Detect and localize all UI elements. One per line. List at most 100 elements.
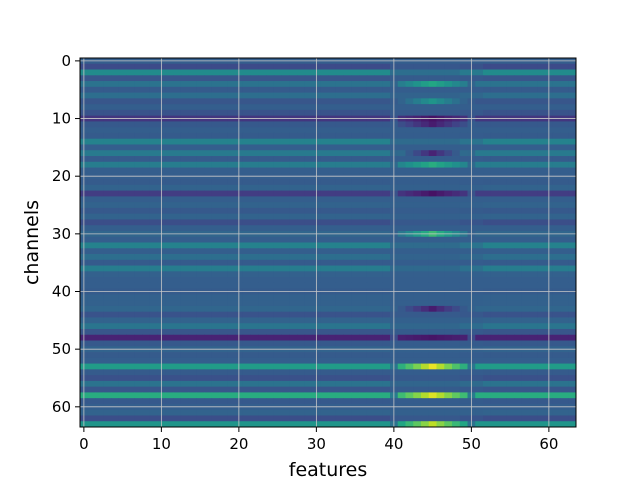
heatmap-cell [382,282,391,290]
heatmap-cell [103,207,112,215]
heatmap-cell [304,375,313,382]
heatmap-cell [87,375,96,382]
heatmap-cell [428,375,437,382]
heatmap-cell [250,150,259,157]
heatmap-cell [250,127,259,134]
heatmap-cell [273,305,282,313]
heatmap-cell [149,132,158,140]
heatmap-cell [335,271,344,278]
heatmap-cell [281,144,290,151]
heatmap-cell [343,300,352,307]
heatmap-cell [250,92,259,99]
heatmap-cell [475,81,484,88]
heatmap-cell [560,340,569,347]
heatmap-cell [111,138,120,145]
heatmap-cell [304,190,313,197]
heatmap-cell [196,150,205,157]
heatmap-cell [134,98,143,105]
heatmap-cell [444,375,453,382]
heatmap-cell [568,138,577,145]
heatmap-cell [428,357,437,364]
heatmap-cell [351,104,360,111]
heatmap-cell [359,380,368,388]
heatmap-cell [242,357,251,364]
heatmap-cell [281,156,290,163]
heatmap-cell [351,386,360,393]
heatmap-cell [452,150,461,157]
heatmap-cell [428,398,437,405]
heatmap-cell [180,421,189,428]
heatmap-cell [111,92,120,99]
heatmap-cell [87,144,96,151]
heatmap-cell [111,86,120,93]
x-tick-label: 10 [152,435,171,453]
heatmap-cell [118,380,127,388]
heatmap-cell [359,132,368,140]
heatmap-cell [281,357,290,364]
heatmap-cell [258,179,267,186]
heatmap-cell [335,63,344,70]
heatmap-cell [328,242,337,249]
heatmap-cell [227,363,236,370]
heatmap-cell [95,63,104,70]
heatmap-cell [483,127,492,134]
heatmap-cell [529,328,538,336]
heatmap-cell [568,75,577,82]
heatmap-cell [165,409,174,416]
heatmap-cell [428,179,437,186]
heatmap-cell [320,380,329,388]
heatmap-cell [405,277,414,284]
heatmap-cell [436,127,445,134]
heatmap-cell [483,132,492,140]
heatmap-cell [366,259,375,266]
heatmap-cell [204,248,213,255]
heatmap-cell [483,248,492,255]
heatmap-cell [351,86,360,93]
heatmap-cell [242,392,251,399]
heatmap-cell [335,242,344,249]
heatmap-cell [258,109,267,117]
heatmap-cell [258,352,267,359]
heatmap-cell [452,109,461,117]
heatmap-cell [142,277,151,284]
heatmap-cell [111,132,120,140]
heatmap-cell [444,254,453,261]
heatmap-cell [343,196,352,203]
heatmap-cell [459,271,468,278]
heatmap-cell [196,69,205,76]
heatmap-cell [304,300,313,307]
heatmap-cell [552,207,561,215]
heatmap-cell [552,323,561,330]
heatmap-cell [142,92,151,99]
heatmap-cell [173,317,182,324]
heatmap-cell [452,86,461,93]
heatmap-cell [211,109,220,117]
heatmap-cell [436,144,445,151]
heatmap-cell [343,294,352,301]
heatmap-cell [87,202,96,209]
heatmap-cell [227,156,236,163]
heatmap-cell [328,207,337,215]
heatmap-cell [459,392,468,399]
heatmap-cell [359,196,368,203]
heatmap-cell [413,236,422,243]
heatmap-cell [180,196,189,203]
heatmap-cell [366,352,375,359]
heatmap-cell [366,63,375,70]
heatmap-cell [490,109,499,117]
heatmap-cell [173,138,182,145]
heatmap-cell [173,86,182,93]
heatmap-cell [366,409,375,416]
heatmap-cell [436,242,445,249]
heatmap-cell [266,421,275,428]
heatmap-cell [459,63,468,70]
heatmap-cell [452,317,461,324]
heatmap-cell [506,207,515,215]
heatmap-cell [204,179,213,186]
heatmap-cell [266,323,275,330]
heatmap-cell [87,352,96,359]
heatmap-cell [436,294,445,301]
heatmap-cell [560,86,569,93]
